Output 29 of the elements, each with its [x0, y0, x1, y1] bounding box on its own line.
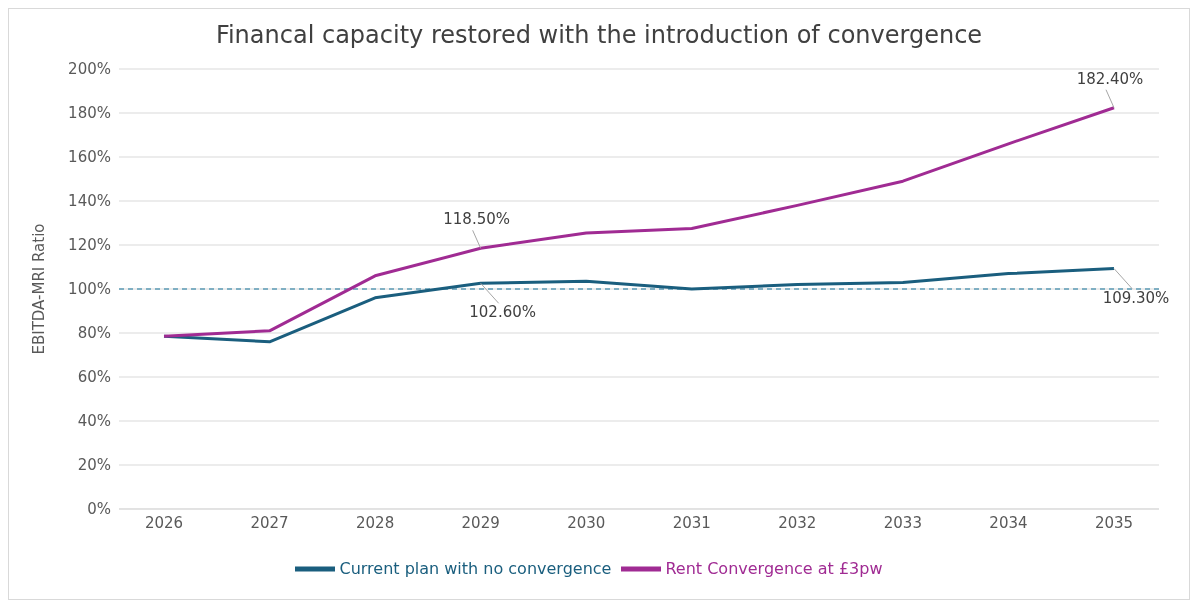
x-tick-label: 2030: [567, 513, 606, 532]
data-label: 118.50%: [443, 210, 511, 229]
x-tick-label: 2032: [778, 513, 817, 532]
y-tick-label: 160%: [68, 148, 111, 167]
legend-label: Current plan with no convergence: [339, 558, 612, 578]
data-label: 182.40%: [1076, 69, 1144, 88]
x-tick-label: 2035: [1094, 513, 1134, 532]
x-tick-label: 2027: [250, 513, 289, 532]
x-tick-label: 2034: [989, 513, 1028, 532]
y-tick-label: 80%: [77, 324, 111, 343]
x-tick-label: 2031: [672, 513, 711, 532]
y-tick-label: 100%: [68, 280, 111, 299]
x-tick-label: 2033: [883, 513, 922, 532]
y-tick-label: 60%: [77, 368, 111, 387]
y-tick-label: 200%: [68, 60, 111, 79]
legend-label: Rent Convergence at £3pw: [665, 558, 883, 578]
chart-title: Financal capacity restored with the introduction of convergence: [214, 20, 984, 51]
y-tick-label: 0%: [87, 500, 111, 519]
y-tick-label: 180%: [68, 104, 111, 123]
data-label: 109.30%: [1102, 288, 1170, 307]
x-tick-label: 2028: [356, 513, 395, 532]
x-tick-label: 2026: [144, 513, 184, 532]
y-tick-label: 140%: [68, 192, 111, 211]
y-tick-label: 20%: [77, 456, 111, 475]
y-tick-label: 120%: [68, 236, 111, 255]
y-tick-label: 40%: [77, 412, 111, 431]
data-label: 102.60%: [469, 303, 537, 322]
x-tick-label: 2029: [461, 513, 500, 532]
y-axis-title: EBITDA-MRI Ratio: [30, 223, 49, 355]
